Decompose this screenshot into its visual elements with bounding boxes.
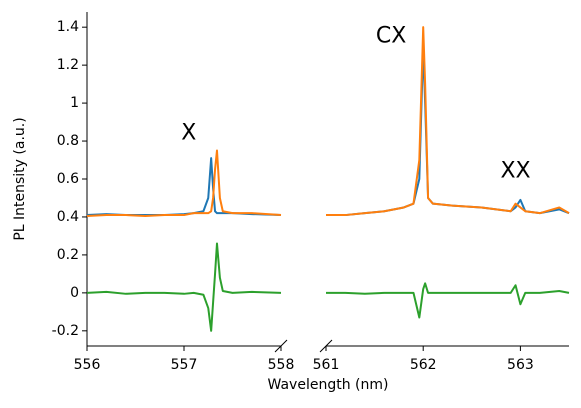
annotation: XX bbox=[500, 158, 530, 183]
y-tick-label: 1 bbox=[70, 95, 79, 111]
x-tick-label: 562 bbox=[410, 357, 437, 373]
data-line bbox=[86, 157, 282, 217]
y-tick-label: 1.4 bbox=[57, 19, 79, 35]
x-tick-label: 556 bbox=[74, 357, 101, 373]
y-tick-label: 0 bbox=[70, 285, 79, 301]
data-line bbox=[326, 45, 570, 217]
y-tick-label: 0.8 bbox=[57, 133, 79, 149]
y-axis-label: PL Intensity (a.u.) bbox=[12, 117, 28, 240]
data-line bbox=[326, 282, 570, 319]
y-tick-label: -0.2 bbox=[52, 323, 79, 339]
x-tick-label: 557 bbox=[171, 357, 198, 373]
data-line bbox=[86, 149, 282, 218]
annotation: CX bbox=[376, 24, 406, 49]
annotation: X bbox=[181, 120, 196, 145]
x-tick-label: 558 bbox=[268, 357, 295, 373]
y-tick-label: 0.2 bbox=[57, 247, 79, 263]
x-axis-label: Wavelength (nm) bbox=[268, 377, 389, 393]
x-tick-label: 563 bbox=[507, 357, 534, 373]
y-tick-label: 0.4 bbox=[57, 209, 79, 225]
data-line bbox=[326, 26, 570, 217]
y-tick-label: 1.2 bbox=[57, 57, 79, 73]
data-line bbox=[86, 242, 282, 332]
x-tick-label: 561 bbox=[313, 357, 340, 373]
y-tick-label: 0.6 bbox=[57, 171, 79, 187]
